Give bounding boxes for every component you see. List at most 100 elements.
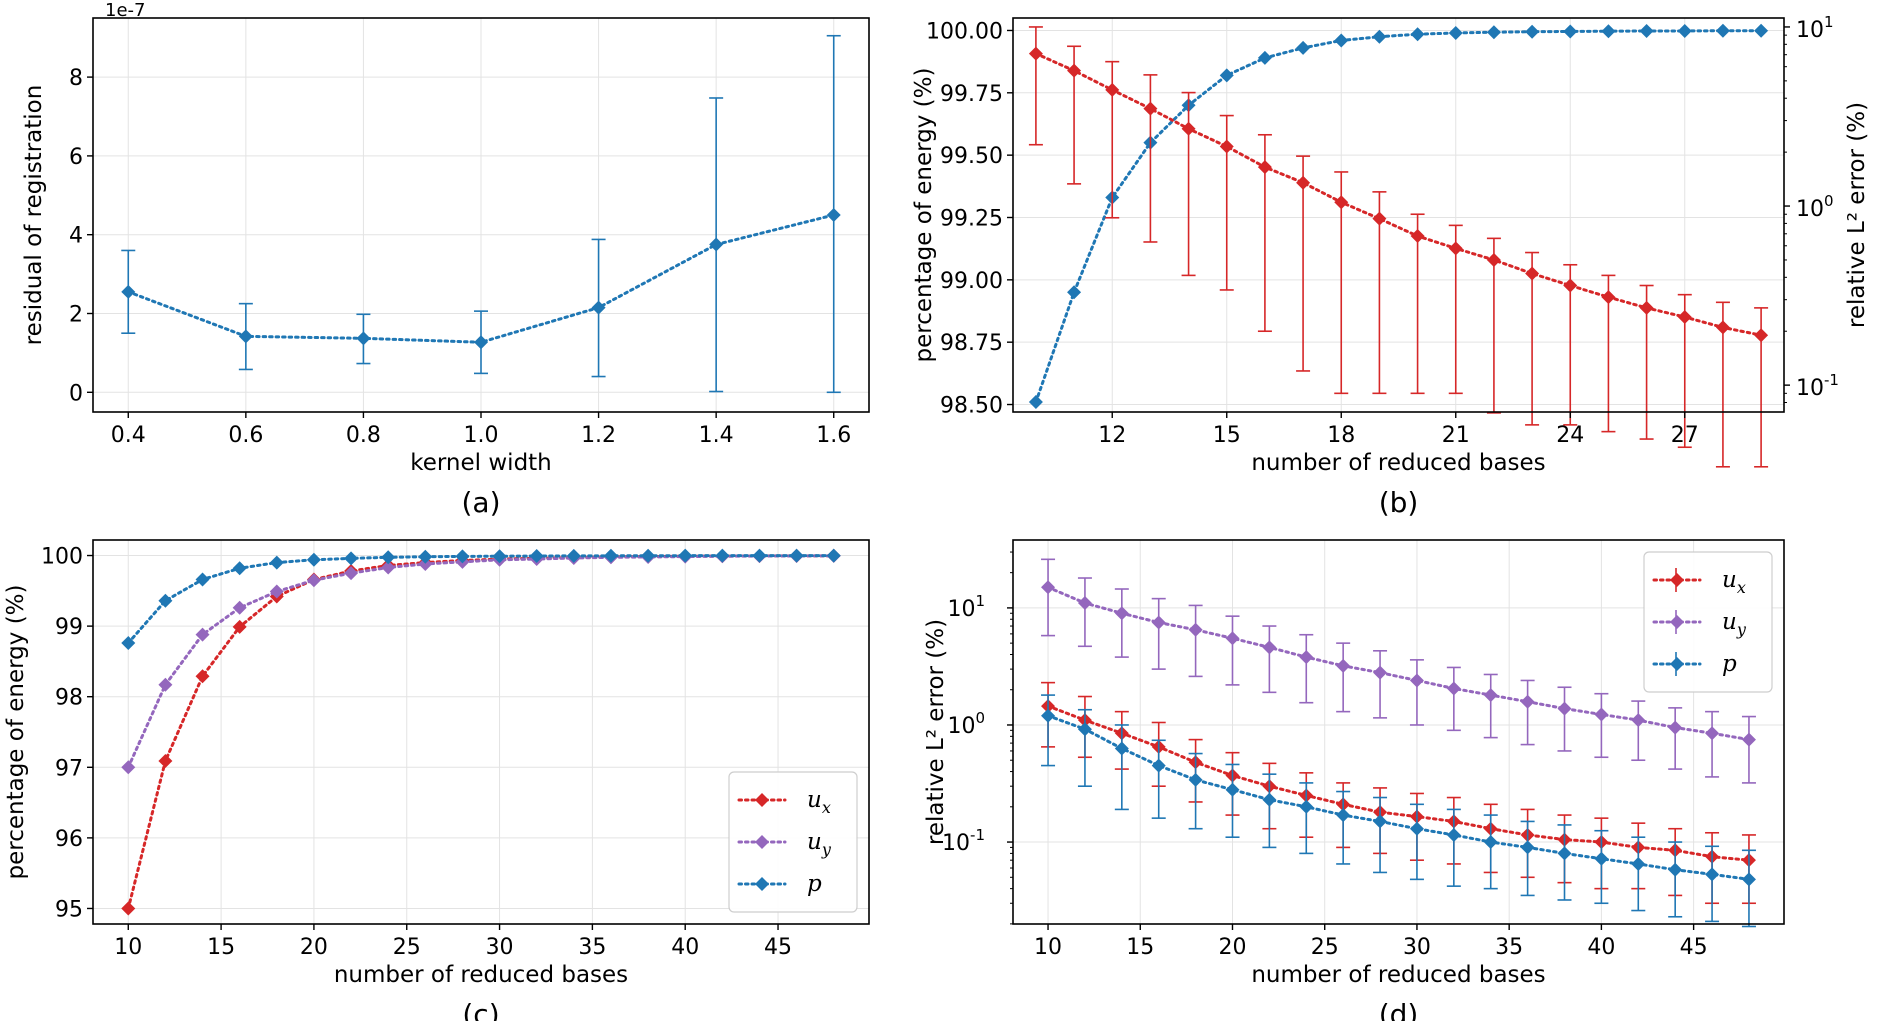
chart-c-xtick-label: 45	[764, 935, 792, 960]
chart-d-data-point	[1225, 782, 1240, 797]
chart-c-data-point	[195, 627, 210, 642]
chart-c-data-point	[195, 572, 210, 587]
chart-b-data-point	[1677, 23, 1692, 38]
chart-b-data-point	[1677, 310, 1692, 325]
chart-a-data-point	[356, 331, 371, 346]
chart-c-data-point	[269, 584, 284, 599]
chart-c-legend-label: p	[807, 871, 822, 897]
chart-b-data-point	[1257, 50, 1272, 65]
chart-b-data-point	[1028, 46, 1043, 61]
chart-d-legend-label: p	[1722, 651, 1737, 677]
chart-b-xtick-label: 12	[1098, 423, 1126, 448]
chart-d-data-point	[1077, 722, 1092, 737]
chart-d-data-point	[1114, 606, 1129, 621]
chart-d-series-line	[1046, 714, 1751, 881]
chart-c-data-point	[121, 636, 136, 651]
chart-a-xtick-label: 0.4	[111, 423, 146, 448]
chart-a-data-point	[474, 335, 488, 350]
chart-d-xtick-label: 20	[1218, 935, 1246, 960]
chart-d-xtick-label: 15	[1126, 935, 1154, 960]
chart-d-data-point	[1557, 846, 1572, 861]
chart-b-ytick-right-exponent: 1	[1824, 13, 1834, 31]
chart-c-frame	[92, 539, 870, 925]
chart-d-data-point	[1520, 694, 1535, 709]
chart-c-xtick-label: 20	[300, 935, 328, 960]
chart-d-data-point	[1188, 622, 1203, 637]
chart-a-ylabel: residual of registration	[21, 85, 47, 346]
chart-b-xtick-label: 27	[1671, 423, 1699, 448]
chart-c-data-point	[232, 561, 247, 576]
chart-d-data-point	[1668, 720, 1683, 735]
chart-a-series-residual	[121, 34, 841, 394]
chart-d-ytick-exponent: 1	[975, 592, 985, 610]
chart-d-ylabel: relative L² error (%)	[923, 619, 949, 845]
chart-d-series-line	[1046, 704, 1751, 862]
chart-a-ytick-label: 4	[69, 224, 83, 249]
chart-b-data-point	[1181, 121, 1196, 136]
chart-d-data-point	[1188, 772, 1203, 787]
chart-b-data-point	[1601, 290, 1616, 305]
chart-d-series-p	[1041, 694, 1756, 928]
chart-c-data-point	[232, 619, 247, 634]
chart-d-data-point	[1373, 814, 1388, 829]
chart-b-data-point	[1067, 285, 1082, 300]
chart-c-xtick-label: 10	[114, 935, 142, 960]
chart-c-data-point	[381, 550, 396, 565]
chart-b-data-point	[1448, 25, 1463, 40]
chart-b-data-point	[1105, 82, 1120, 97]
chart-d-xtick-label: 35	[1495, 935, 1523, 960]
chart-d-legend-subscript: x	[1737, 578, 1746, 597]
chart-d-data-point	[1483, 688, 1498, 703]
chart-b: 12 15 18 21 24 27 98.50 98.75 99.00 99.25 99.50 99…	[911, 13, 1870, 519]
chart-a-xtick-label: 1.0	[464, 423, 499, 448]
chart-b-data-point	[1639, 300, 1654, 315]
chart-d-data-point	[1705, 726, 1720, 741]
chart-c-data-point	[826, 548, 841, 563]
chart-c-data-point	[752, 548, 767, 563]
chart-d-legend-entry: uy	[1652, 609, 1747, 639]
chart-b-ytick-right-exponent: -1	[1824, 371, 1839, 389]
chart-d-data-point	[1151, 758, 1166, 773]
chart-c-xtick-label: 35	[578, 935, 606, 960]
chart-b-xtick-label: 18	[1327, 423, 1355, 448]
chart-c-legend-subscript: y	[821, 840, 832, 859]
chart-d-data-point	[1041, 708, 1056, 723]
chart-c-ytick-label: 100	[41, 545, 83, 570]
chart-c-data-point	[158, 593, 173, 608]
chart-d-frame	[1012, 539, 1785, 925]
chart-c-data-point	[158, 753, 173, 768]
chart-c-ytick-label: 99	[55, 615, 83, 640]
chart-d-legend-marker	[1670, 615, 1684, 629]
chart-c-ylabel: percentage of energy (%)	[3, 585, 29, 880]
chart-c-ytick-label: 96	[55, 827, 83, 852]
chart-c-legend-marker	[755, 835, 769, 849]
chart-c-data-point	[158, 677, 173, 692]
chart-d-xtick-label: 10	[1034, 935, 1062, 960]
chart-d-data-point	[1631, 713, 1646, 728]
chart-d-xlabel: number of reduced bases	[1251, 962, 1545, 988]
chart-d-data-point	[1741, 872, 1756, 887]
chart-c-series-p	[121, 548, 841, 651]
chart-c-data-point	[121, 760, 136, 775]
chart-c-xlabel: number of reduced bases	[334, 962, 628, 988]
chart-d-xtick-label: 40	[1587, 935, 1615, 960]
chart-a-ytick-label: 6	[69, 145, 83, 170]
chart-d-series-u_y	[1041, 558, 1756, 784]
chart-c-data-point	[603, 548, 618, 563]
chart-d-panel-label: (d)	[1379, 998, 1419, 1021]
chart-c-data-point	[195, 669, 210, 684]
chart-b-xtick-label: 24	[1556, 423, 1584, 448]
chart-b-data-point	[1639, 23, 1654, 38]
chart-c-data-point	[418, 557, 433, 571]
chart-c-data-point	[306, 573, 321, 588]
chart-b-xtick-label: 21	[1442, 423, 1470, 448]
chart-c-data-point	[232, 600, 247, 615]
chart-c-data-point	[566, 548, 581, 563]
chart-d-data-point	[1114, 741, 1129, 756]
chart-d-data-point	[1409, 821, 1424, 836]
chart-d-xtick-label: 25	[1311, 935, 1339, 960]
chart-b-data-point	[1028, 395, 1043, 410]
chart-d-data-point	[1151, 615, 1166, 630]
chart-b-ytick-label: 99.50	[940, 144, 1003, 169]
chart-b-ylabel-right: relative L² error (%)	[1844, 102, 1870, 328]
